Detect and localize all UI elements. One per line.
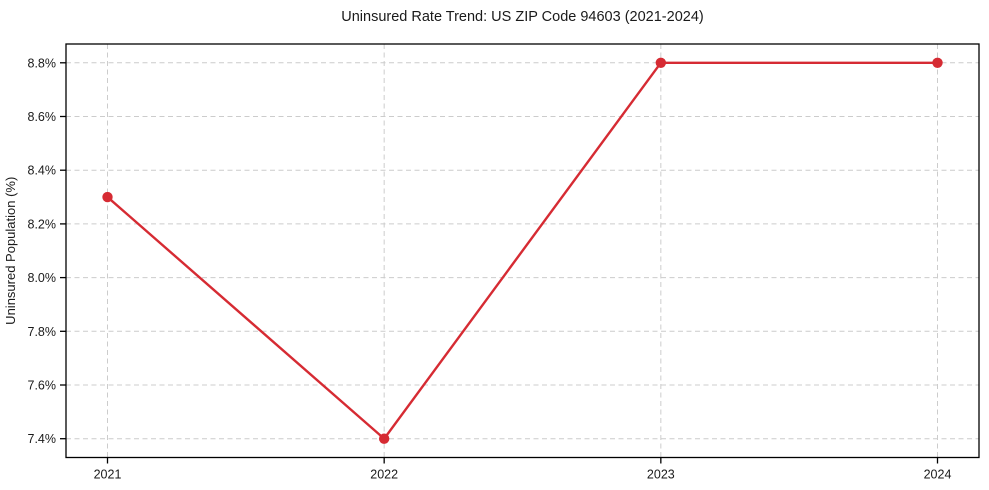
x-tick-label: 2024 [924, 468, 952, 482]
x-tick-label: 2023 [647, 468, 675, 482]
y-axis-label: Uninsured Population (%) [3, 177, 18, 325]
y-tick-label: 7.6% [28, 379, 57, 393]
y-tick-label: 8.2% [28, 217, 57, 231]
y-tick-label: 7.8% [28, 325, 57, 339]
x-tick-label: 2022 [370, 468, 398, 482]
tick-layer: 7.4% 7.6% 7.8% 8.0% 8.2% 8.4% 8.6% 8.8% 2021 2022… [28, 56, 952, 481]
data-point [932, 57, 943, 68]
y-tick-label: 8.0% [28, 271, 57, 285]
plot-border [65, 43, 980, 459]
data-point [102, 191, 113, 203]
x-tick-label: 2021 [94, 468, 122, 482]
trend-line [106, 61, 939, 441]
chart-title: Uninsured Rate Trend: US ZIP Code 94603 … [341, 9, 703, 25]
y-tick-label: 7.4% [28, 432, 57, 446]
y-tick-label: 8.6% [28, 110, 57, 124]
y-tick-label: 8.4% [28, 164, 57, 178]
y-tick-label: 8.8% [28, 56, 57, 70]
data-point [655, 57, 667, 68]
series-layer [102, 57, 943, 444]
data-point [378, 433, 390, 444]
